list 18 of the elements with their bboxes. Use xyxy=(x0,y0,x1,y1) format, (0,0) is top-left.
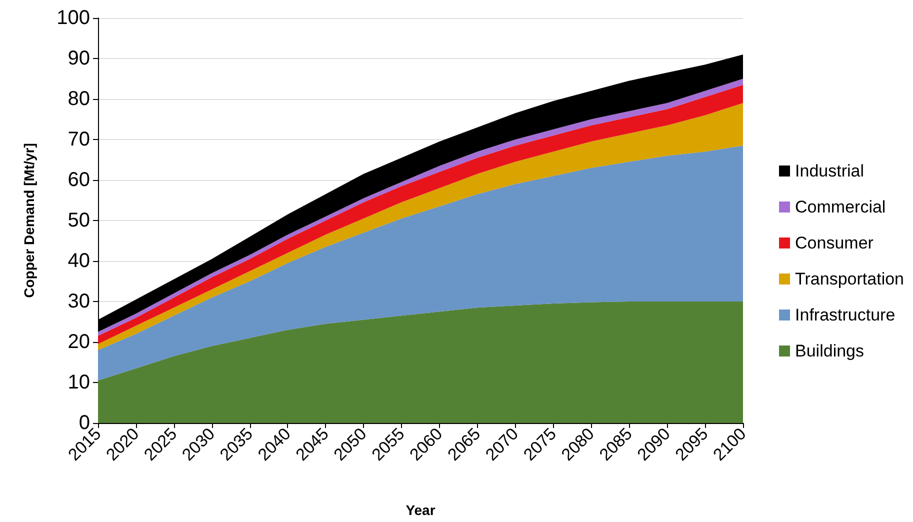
y-tick-label: 60 xyxy=(68,169,90,191)
legend-label: Commercial xyxy=(795,198,886,216)
y-tick-label: 40 xyxy=(68,250,90,272)
legend-label: Infrastructure xyxy=(795,306,896,324)
y-tick-label: 20 xyxy=(68,331,90,353)
x-axis-title: Year xyxy=(406,502,436,518)
legend-label: Transportation xyxy=(795,270,904,288)
y-tick-label: 50 xyxy=(68,210,90,232)
y-axis-title: Copper Demand [Mt/yr] xyxy=(21,143,37,298)
legend-label: Consumer xyxy=(795,234,874,252)
legend-label: Buildings xyxy=(795,342,864,360)
y-tick-label: 80 xyxy=(68,88,90,110)
y-tick-label: 10 xyxy=(68,372,90,394)
y-tick-label: 30 xyxy=(68,290,90,312)
y-tick-label: 100 xyxy=(56,7,90,29)
y-tick-label: 70 xyxy=(68,128,90,150)
legend-label: Industrial xyxy=(795,162,864,180)
y-tick-label: 90 xyxy=(68,48,90,70)
